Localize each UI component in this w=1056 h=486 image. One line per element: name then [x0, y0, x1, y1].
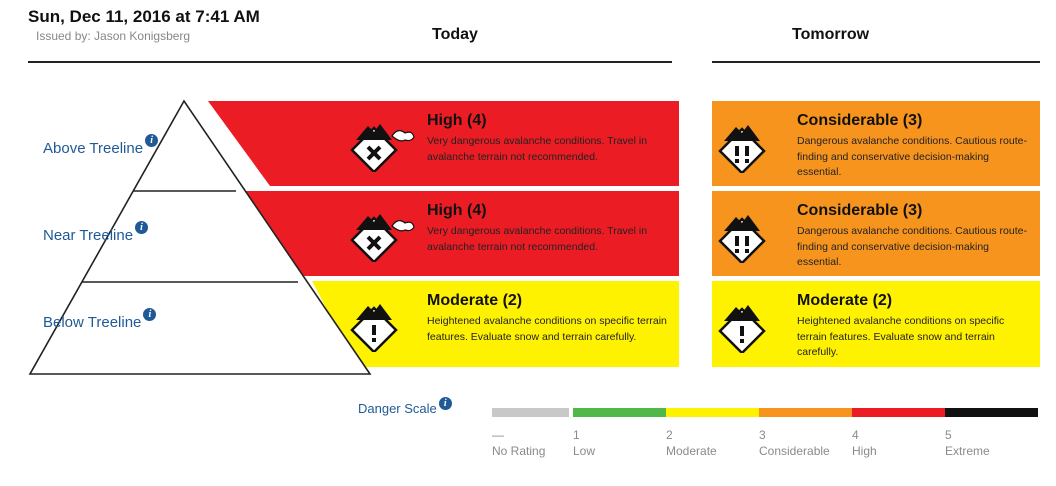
column-header-today: Today	[432, 26, 478, 43]
scale-segment-no-rating	[492, 408, 569, 417]
scale-segment-moderate	[666, 408, 759, 417]
scale-segment-considerable	[759, 408, 852, 417]
scale-level-name: Extreme	[945, 444, 990, 458]
issued-by: Issued by: Jason Konigsberg	[36, 29, 191, 43]
above-treeline-label: Above Treeline	[43, 140, 144, 157]
scale-level-name: Low	[573, 444, 596, 458]
rating-description: Very dangerous avalanche conditions. Tra…	[427, 225, 648, 253]
danger-scale-label-group: Danger Scale i	[358, 397, 452, 416]
scale-level-name: Moderate	[666, 444, 717, 458]
danger-double-exclamation-icon	[718, 125, 766, 175]
band-label-above-treeline: Above Treeline i	[43, 134, 159, 157]
scale-level-number: 1	[573, 428, 580, 442]
column-header-tomorrow: Tomorrow	[792, 26, 870, 43]
scale-level-number: —	[492, 428, 504, 442]
rating-title: High (4)	[427, 202, 487, 219]
tomorrow-near-danger-icon	[718, 207, 784, 268]
today-above-danger-icon	[350, 116, 416, 177]
rating-description: Heightened avalanche conditions on speci…	[427, 315, 667, 343]
rating-description: Heightened avalanche conditions on speci…	[797, 315, 1005, 358]
scale-label-high: 4 High	[852, 428, 877, 458]
scale-segment-high	[852, 408, 945, 417]
scale-level-number: 2	[666, 428, 673, 442]
info-icon[interactable]: i	[143, 308, 157, 321]
scale-label-moderate: 2 Moderate	[666, 428, 717, 458]
band-label-below-treeline: Below Treeline i	[43, 308, 157, 331]
info-icon[interactable]: i	[438, 397, 452, 410]
today-near-danger-icon	[350, 206, 416, 267]
scale-segment-low	[573, 408, 666, 417]
scale-label-no-rating: — No Rating	[492, 428, 545, 458]
scale-level-number: 3	[759, 428, 766, 442]
today-above-band-shape	[208, 101, 679, 186]
danger-scale-label: Danger Scale	[358, 401, 437, 416]
info-icon[interactable]: i	[145, 134, 159, 147]
elevation-pyramid	[28, 99, 372, 375]
tomorrow-below-danger-icon	[718, 297, 784, 358]
danger-exclamation-icon	[350, 304, 398, 354]
scale-label-considerable: 3 Considerable	[759, 428, 830, 458]
scale-level-name: No Rating	[492, 444, 546, 458]
today-near-band-shape	[223, 191, 679, 276]
today-below-band-shape	[312, 281, 679, 367]
today-divider	[28, 61, 672, 63]
scale-level-name: High	[852, 444, 877, 458]
scale-label-extreme: 5 Extreme	[945, 428, 990, 458]
today-above-rating[interactable]: High (4) Very dangerous avalanche condit…	[350, 112, 675, 184]
danger-x-icon	[350, 214, 415, 264]
scale-level-number: 4	[852, 428, 859, 442]
danger-x-icon	[350, 124, 415, 174]
today-below-danger-icon	[350, 296, 416, 357]
near-treeline-label: Near Treeline	[43, 227, 134, 244]
scale-level-number: 5	[945, 428, 952, 442]
below-treeline-label: Below Treeline	[43, 314, 142, 331]
info-icon[interactable]: i	[135, 221, 149, 234]
rating-title: Moderate (2)	[427, 292, 523, 309]
rating-title: High (4)	[427, 112, 487, 129]
rating-title: Considerable (3)	[797, 112, 923, 129]
band-label-near-treeline: Near Treeline i	[43, 221, 149, 244]
tomorrow-near-rating[interactable]: Considerable (3) Dangerous avalanche con…	[712, 191, 1040, 276]
forecast-date: Sun, Dec 11, 2016 at 7:41 AM	[28, 7, 260, 26]
tomorrow-above-danger-icon	[718, 117, 784, 178]
scale-level-name: Considerable	[759, 444, 830, 458]
scale-segment-extreme	[945, 408, 1038, 417]
rating-title: Moderate (2)	[797, 292, 893, 309]
rating-description: Dangerous avalanche conditions. Cautious…	[797, 135, 1027, 178]
danger-exclamation-icon	[718, 305, 766, 355]
tomorrow-divider	[712, 61, 1040, 63]
rating-title: Considerable (3)	[797, 202, 923, 219]
rating-description: Very dangerous avalanche conditions. Tra…	[427, 135, 648, 163]
scale-label-low: 1 Low	[573, 428, 595, 458]
rating-description: Dangerous avalanche conditions. Cautious…	[797, 225, 1027, 268]
tomorrow-above-rating[interactable]: Considerable (3) Dangerous avalanche con…	[712, 101, 1040, 186]
danger-double-exclamation-icon	[718, 215, 766, 265]
today-near-rating[interactable]: High (4) Very dangerous avalanche condit…	[350, 202, 675, 274]
today-below-rating[interactable]: Moderate (2) Heightened avalanche condit…	[350, 292, 675, 364]
tomorrow-below-rating[interactable]: Moderate (2) Heightened avalanche condit…	[712, 281, 1040, 367]
